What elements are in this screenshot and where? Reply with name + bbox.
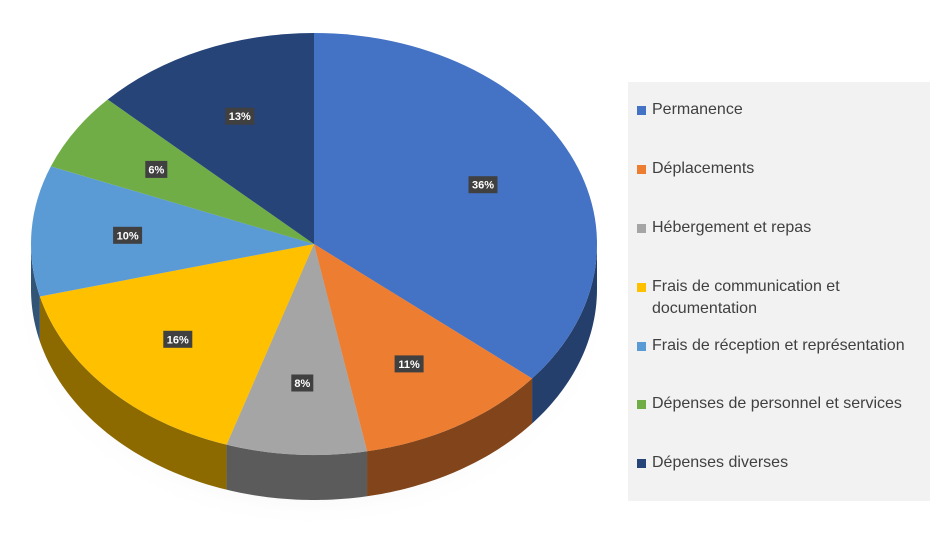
legend-label: Frais de réception et représentation: [652, 337, 905, 354]
data-label-text: 10%: [117, 230, 139, 242]
legend-item-personnel: Dépenses de personnel et services: [637, 393, 927, 415]
pie-label-frais-de-reception-et-representation: 10%: [113, 226, 143, 244]
pie-wall-frais-de-reception-et-representation: [31, 244, 40, 342]
pie-label-depenses-diverses: 13%: [225, 107, 255, 125]
data-label-text: 13%: [229, 111, 251, 123]
pie-top-slices: [30, 33, 598, 455]
pie-label-permanence: 36%: [468, 176, 498, 194]
legend-item-permanence: Permanence: [637, 99, 927, 121]
pie-label-deplacements: 11%: [394, 355, 424, 373]
data-label-text: 8%: [294, 378, 310, 390]
pie-slice-depenses-de-personnel-et-services: [50, 99, 315, 244]
legend-label: Frais de communication et documentation: [652, 278, 840, 317]
legend-item-hebergement: Hébergement et repas: [637, 217, 927, 239]
legend-item-reception: Frais de réception et représentation: [637, 335, 927, 357]
pie-data-labels: 36% 11% 8% 16% 10% 6% 13%: [113, 107, 498, 392]
data-label-text: 11%: [398, 359, 420, 371]
data-label-text: 16%: [167, 334, 189, 346]
pie-wall-frais-de-communication-et-documentation: [39, 296, 227, 490]
legend-swatch: [637, 106, 646, 115]
legend-swatch: [637, 283, 646, 292]
legend-item-deplacements: Déplacements: [637, 158, 927, 180]
data-label-box: [113, 226, 143, 244]
pie-label-hebergement-et-repas: 8%: [291, 374, 314, 392]
pie-chart: 36% 11% 8% 16% 10% 6% 13%: [12, 33, 612, 530]
legend-swatch: [637, 224, 646, 233]
pie-label-depenses-de-personnel-et-services: 6%: [145, 160, 168, 178]
data-label-box: [291, 374, 314, 392]
legend-item-diverses: Dépenses diverses: [637, 452, 927, 474]
chart-legend: Permanence Déplacements Hébergement et r…: [628, 82, 930, 501]
legend-item-communication: Frais de communication et documentation: [637, 276, 927, 320]
legend-label: Déplacements: [652, 160, 755, 177]
legend-label: Permanence: [652, 101, 743, 118]
pie-wall-hebergement-et-repas: [226, 444, 368, 500]
pie-label-frais-de-communication-et-documentation: 16%: [163, 330, 193, 348]
pie-slice-frais-de-reception-et-representation: [30, 166, 314, 297]
pie-slice-hebergement-et-repas: [226, 244, 368, 455]
data-label-box: [468, 176, 498, 194]
pie-wall-deplacements: [367, 378, 533, 497]
legend-swatch: [637, 400, 646, 409]
pie-wall-permanence: [532, 244, 597, 424]
pie-slice-deplacements: [314, 244, 533, 452]
data-label-text: 36%: [472, 180, 494, 192]
data-label-text: 6%: [148, 164, 164, 176]
data-label-box: [163, 330, 193, 348]
legend-swatch: [637, 459, 646, 468]
pie-side-walls: [31, 244, 597, 500]
data-label-box: [225, 107, 255, 125]
pie-slice-depenses-diverses: [107, 33, 314, 244]
legend-label: Dépenses de personnel et services: [652, 395, 902, 412]
legend-swatch: [637, 165, 646, 174]
data-label-box: [394, 355, 424, 373]
data-label-box: [145, 160, 168, 178]
pie-slice-permanence: [314, 33, 598, 379]
legend-label: Hébergement et repas: [652, 219, 812, 236]
legend-swatch: [637, 342, 646, 351]
legend-label: Dépenses diverses: [652, 454, 789, 471]
